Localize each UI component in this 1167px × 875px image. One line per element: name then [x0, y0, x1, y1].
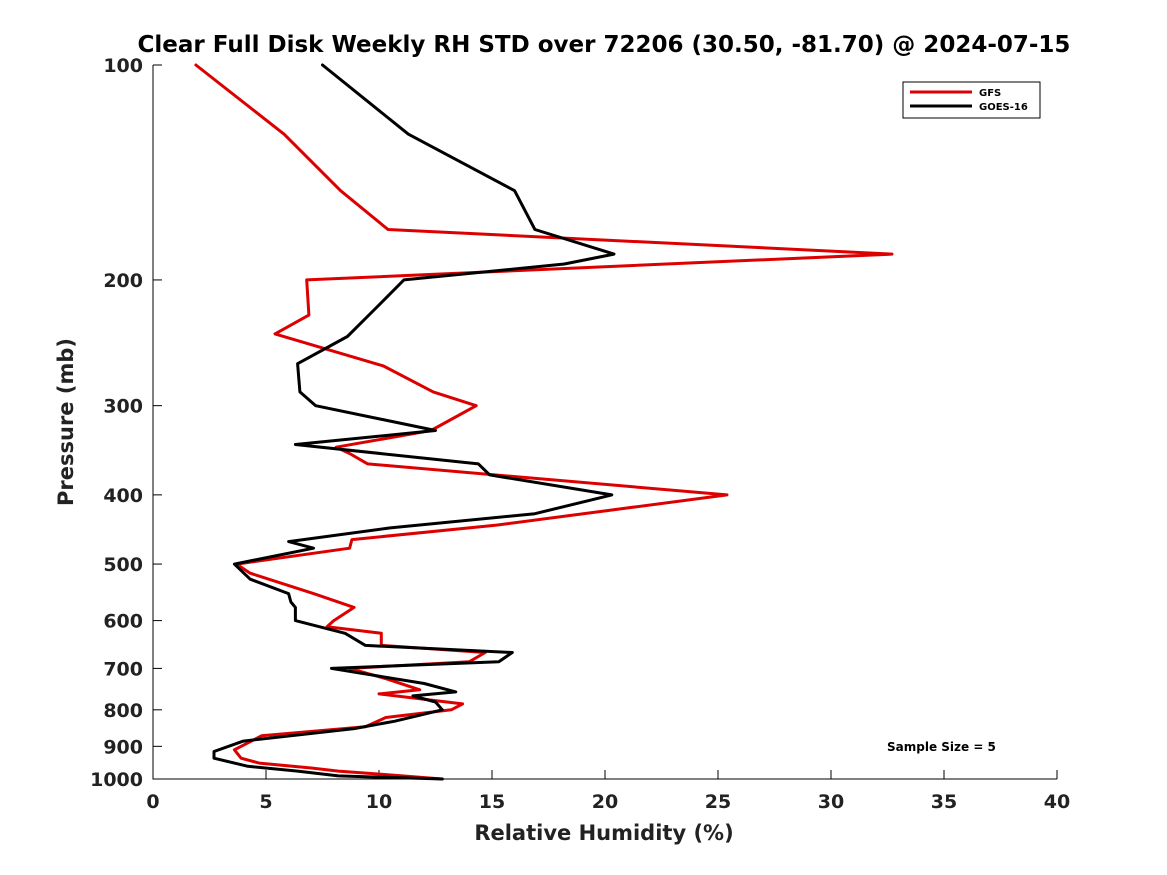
legend-entry-goes-16: GOES-16 [979, 102, 1028, 113]
legend-box [902, 81, 1041, 119]
x-tick-label: 10 [366, 791, 392, 813]
y-tick-label: 900 [103, 736, 143, 758]
x-axis-label: Relative Humidity (%) [474, 821, 733, 845]
plot-area: 0 5 10 15 20 25 30 35 40 100 200 300 400 500 600 700 80… [90, 55, 1070, 813]
series-line-gfs [194, 63, 894, 781]
x-tick-label: 40 [1044, 791, 1070, 813]
legend: GFS GOES-16 [902, 81, 1041, 119]
y-tick-label: 1000 [90, 769, 143, 791]
y-axis-label: Pressure (mb) [54, 338, 78, 506]
y-tick-label: 200 [103, 270, 143, 292]
x-tick-label: 30 [818, 791, 844, 813]
legend-entry-gfs: GFS [979, 88, 1001, 99]
y-tick-label: 400 [103, 485, 143, 507]
x-tick-label: 35 [931, 791, 957, 813]
series-layer [194, 63, 894, 781]
x-tick-label: 5 [259, 791, 272, 813]
axis-frame [152, 65, 1057, 780]
y-tick-label: 300 [103, 396, 143, 418]
sample-size-annotation: Sample Size = 5 [887, 740, 996, 754]
y-tick-label: 100 [103, 55, 143, 77]
x-tick-label: 15 [479, 791, 505, 813]
y-tick-label: 500 [103, 554, 143, 576]
y-axis: 100 200 300 400 500 600 700 800 900 1000 [90, 55, 162, 791]
x-tick-label: 25 [705, 791, 731, 813]
y-tick-label: 700 [103, 658, 143, 680]
x-axis: 0 5 10 15 20 25 30 35 40 [146, 770, 1070, 813]
x-tick-label: 0 [146, 791, 159, 813]
y-tick-label: 800 [103, 700, 143, 722]
y-tick-label: 600 [103, 611, 143, 633]
series-line-goes-16 [212, 63, 616, 781]
chart-title: Clear Full Disk Weekly RH STD over 72206… [138, 32, 1071, 58]
x-tick-label: 20 [592, 791, 618, 813]
